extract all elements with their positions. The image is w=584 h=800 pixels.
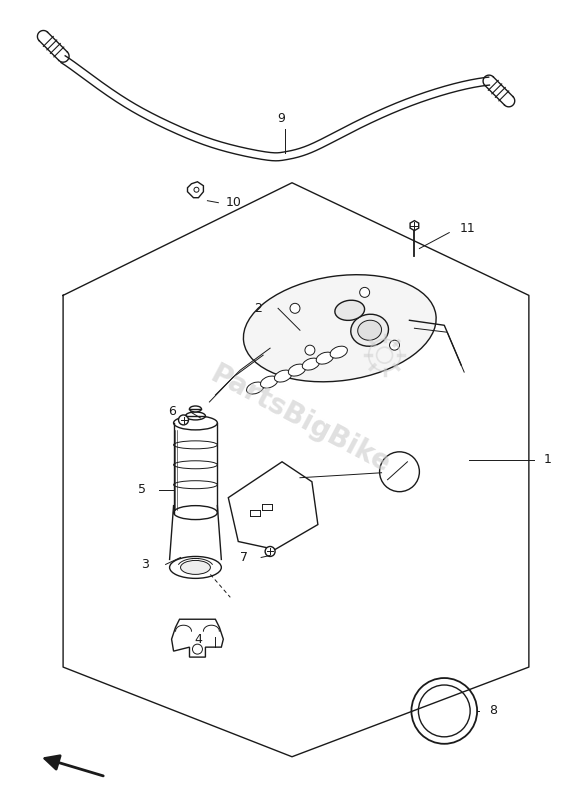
Text: PartsBigBike: PartsBigBike <box>205 361 395 479</box>
Ellipse shape <box>173 506 217 519</box>
Text: 11: 11 <box>459 222 475 235</box>
Text: 10: 10 <box>225 196 241 209</box>
Ellipse shape <box>335 300 364 320</box>
Ellipse shape <box>288 364 305 376</box>
Ellipse shape <box>173 416 217 430</box>
Text: 1: 1 <box>544 454 552 466</box>
Circle shape <box>380 452 419 492</box>
Ellipse shape <box>169 557 221 578</box>
Circle shape <box>179 415 189 425</box>
Text: 7: 7 <box>240 551 248 564</box>
Text: 5: 5 <box>138 483 145 496</box>
Circle shape <box>305 345 315 355</box>
Ellipse shape <box>173 441 217 449</box>
Text: 8: 8 <box>489 705 497 718</box>
Ellipse shape <box>316 352 333 364</box>
Ellipse shape <box>186 412 206 420</box>
Ellipse shape <box>173 481 217 489</box>
Ellipse shape <box>246 382 264 394</box>
Polygon shape <box>228 462 318 550</box>
Circle shape <box>412 678 477 744</box>
Text: 3: 3 <box>141 558 149 571</box>
Ellipse shape <box>189 406 201 412</box>
Ellipse shape <box>260 376 278 388</box>
Ellipse shape <box>351 314 388 346</box>
Circle shape <box>290 303 300 314</box>
Circle shape <box>390 340 399 350</box>
Circle shape <box>360 287 370 298</box>
Circle shape <box>193 644 203 654</box>
Ellipse shape <box>358 320 381 340</box>
Ellipse shape <box>330 346 347 358</box>
Text: 6: 6 <box>168 406 176 418</box>
Circle shape <box>265 546 275 557</box>
Ellipse shape <box>173 461 217 469</box>
Ellipse shape <box>180 561 210 574</box>
Text: 4: 4 <box>194 633 203 646</box>
Polygon shape <box>172 619 223 657</box>
Polygon shape <box>187 182 203 198</box>
Text: 2: 2 <box>254 302 262 315</box>
Ellipse shape <box>274 370 291 382</box>
Ellipse shape <box>303 358 319 370</box>
Ellipse shape <box>244 274 436 382</box>
Circle shape <box>418 685 470 737</box>
Text: 9: 9 <box>277 113 285 126</box>
Polygon shape <box>410 221 419 230</box>
Circle shape <box>194 187 199 192</box>
